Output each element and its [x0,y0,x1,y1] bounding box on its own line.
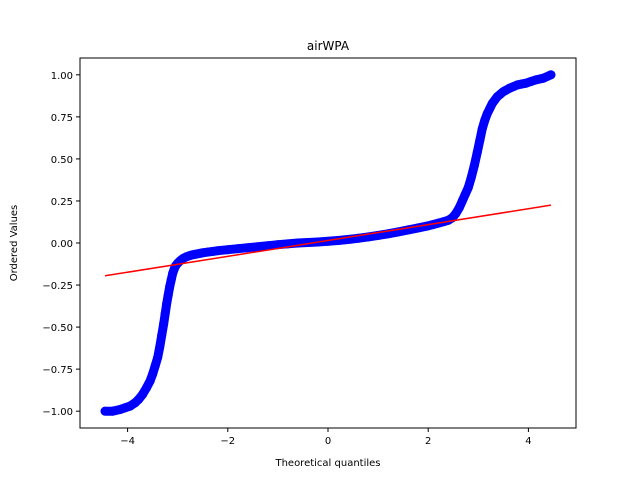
scatter-point [454,203,464,213]
x-axis-label: Theoretical quantiles [274,458,380,469]
y-axis: −1.00 −0.75 −0.50 −0.25 0.00 0.25 0.50 0.75 1.00 [42,71,80,418]
y-tick-label: −0.75 [42,365,73,376]
y-tick-label: 0.25 [51,197,73,208]
y-tick-label: 0.50 [51,155,73,166]
scatter-point [157,331,167,340]
x-axis: −4 −2 0 2 4 [120,428,532,447]
scatter-point [263,241,273,251]
scatter-point [213,246,223,256]
fit-line [104,204,552,277]
y-tick-label: −1.00 [42,407,73,418]
scatter-point [463,183,473,192]
scatter-point [163,290,173,300]
scatter-point [148,369,158,379]
scatter-point [223,245,233,255]
scatter-point [538,73,548,83]
scatter-point [466,172,476,182]
x-tick-label: −4 [120,436,135,447]
scatter-point [155,342,165,352]
scatter-point [253,242,263,252]
scatter-point [546,70,556,80]
scatter-point [153,352,163,362]
x-tick-label: −2 [220,436,235,447]
scatter-point [100,406,110,416]
y-tick-label: 0.00 [51,239,73,250]
scatter-point [142,383,152,393]
scatter-point [150,361,160,371]
x-tick-label: 2 [425,436,431,447]
scatter-point [165,282,175,292]
scatter-point [138,389,148,399]
scatter-point [159,319,169,329]
scatter-point [477,124,487,134]
chart-title: airWPA [307,39,350,53]
scatter-point [457,196,467,206]
scatter-point [233,244,243,254]
scatter-point [160,309,170,319]
y-tick-label: −0.50 [42,323,73,334]
scatter-point [472,147,482,157]
scatter-point [273,240,283,250]
scatter-point [469,161,479,171]
y-axis-label: Ordered Values [9,205,20,282]
x-tick-label: 0 [325,436,331,447]
scatter-point [323,236,333,246]
scatter-point [166,275,176,285]
scatter-point [460,189,470,199]
scatter-point [413,223,423,233]
y-tick-label: 1.00 [51,71,73,82]
scatter-point [243,243,253,253]
scatter-point [162,299,172,309]
y-tick-label: 0.75 [51,113,73,124]
scatter-point [108,406,118,416]
scatter-point [531,75,541,85]
plot-marks [100,70,556,416]
scatter-point [475,135,485,145]
y-tick-label: −0.25 [42,281,73,292]
x-tick-label: 4 [525,436,531,447]
scatter-point [333,235,343,245]
